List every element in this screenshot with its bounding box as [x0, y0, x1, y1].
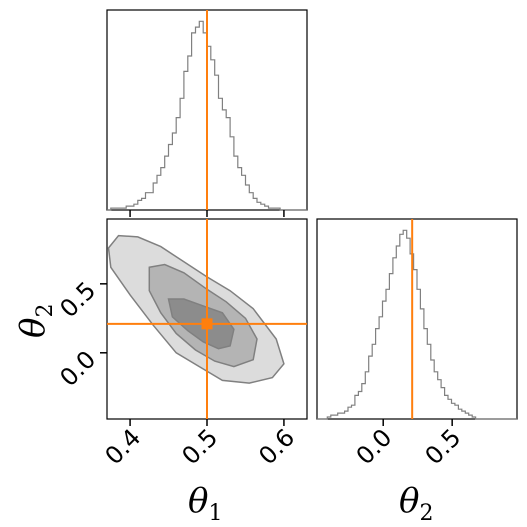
tick-label: 0.5 — [54, 276, 101, 323]
tick-label: 0.6 — [253, 423, 300, 470]
tick-label: 0.4 — [100, 423, 147, 470]
tick-label: 0.0 — [54, 345, 101, 392]
y-tick-labels-theta2: 0.00.5 — [54, 276, 101, 392]
histogram-theta2 — [317, 229, 517, 420]
tick-label: 0.5 — [176, 423, 223, 470]
x-axis-label-theta2: θ2 — [399, 481, 433, 526]
tick-marks-joint — [100, 283, 285, 426]
joint-theta1-theta2-panel: 0.4 0.5 0.6 0.00.5 — [54, 218, 308, 470]
truth-marker — [201, 318, 213, 330]
panel-frame — [316, 218, 518, 420]
marginal-theta2-panel: 0.0 0.5 — [316, 218, 518, 470]
tick-label: 0.0 — [351, 423, 398, 470]
tick-marks-theta1-top — [129, 210, 285, 217]
y-axis-label-theta2: θ2 — [13, 304, 58, 338]
x-axis-label-theta1: θ1 — [188, 481, 222, 526]
tick-marks-theta2 — [382, 419, 453, 426]
x-tick-labels-theta2: 0.0 0.5 — [351, 423, 467, 470]
histogram-theta1 — [107, 20, 307, 211]
marginal-theta1-panel — [106, 9, 308, 217]
x-tick-labels-theta1: 0.4 0.5 0.6 — [100, 423, 301, 470]
tick-label: 0.5 — [420, 423, 467, 470]
